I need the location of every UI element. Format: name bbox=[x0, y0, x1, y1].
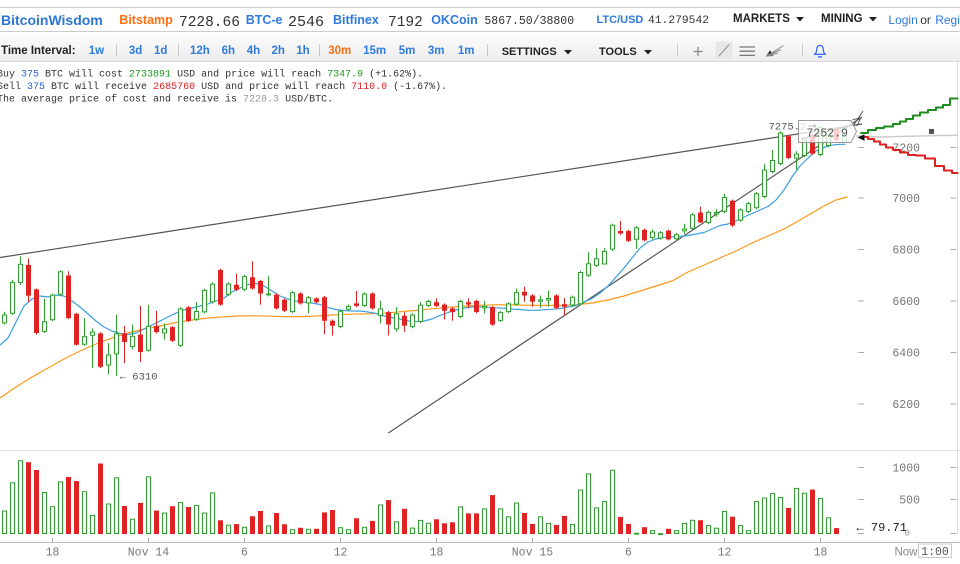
svg-text:← 79.71: ← 79.71 bbox=[857, 521, 907, 535]
svg-text:500: 500 bbox=[899, 495, 920, 508]
svg-text:Sell 375 BTC will receive 2685: Sell 375 BTC will receive 2685760 USD an… bbox=[0, 81, 447, 93]
svg-text:18: 18 bbox=[430, 547, 444, 560]
svg-text:6: 6 bbox=[241, 547, 248, 560]
svg-text:6: 6 bbox=[625, 547, 632, 560]
svg-text:6200: 6200 bbox=[892, 399, 920, 412]
svg-text:6800: 6800 bbox=[892, 245, 920, 258]
svg-text:Buy 375 BTC will cost 2733891: Buy 375 BTC will cost 2733891 USD and pr… bbox=[0, 69, 423, 81]
svg-text:7252.9: 7252.9 bbox=[807, 127, 849, 140]
svg-text:12: 12 bbox=[334, 547, 348, 560]
svg-text:12: 12 bbox=[718, 547, 732, 560]
svg-text:Nov 15: Nov 15 bbox=[512, 547, 554, 560]
svg-text:7275.2: 7275.2 bbox=[769, 122, 807, 134]
svg-text:18: 18 bbox=[46, 547, 60, 560]
svg-text:6600: 6600 bbox=[892, 296, 920, 309]
svg-text:Nov 14: Nov 14 bbox=[128, 547, 170, 560]
svg-text:1:00: 1:00 bbox=[921, 546, 949, 559]
svg-text:18: 18 bbox=[814, 547, 828, 560]
svg-text:← 6310: ← 6310 bbox=[120, 372, 158, 384]
svg-text:1000: 1000 bbox=[892, 463, 920, 476]
svg-text:6400: 6400 bbox=[892, 348, 920, 361]
svg-text:0: 0 bbox=[904, 528, 910, 539]
svg-text:7000: 7000 bbox=[892, 193, 920, 206]
svg-text:The average price of cost and: The average price of cost and receive is… bbox=[0, 94, 333, 106]
svg-text:Now: Now bbox=[894, 547, 918, 559]
